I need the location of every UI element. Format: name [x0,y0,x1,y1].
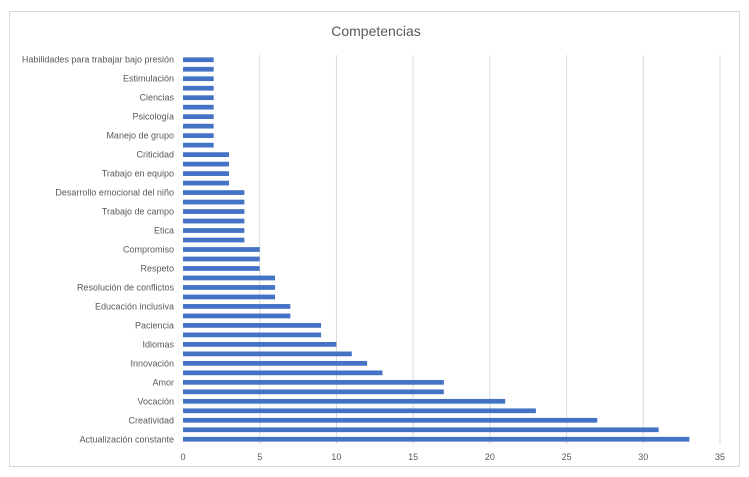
category-label: Compromiso [123,245,174,255]
bar [183,104,214,110]
bar [183,285,276,290]
bar [183,161,230,167]
category-labels: Actualización constante Creatividad Vocaci… [22,55,175,445]
competencias-bar-chart: Competencias Actualización constante Crea… [22,23,725,462]
x-tick-label: 10 [331,452,341,462]
category-label: Psicología [132,112,174,122]
bar [183,275,276,281]
category-label: Habilidades para trabajar bajo presión [22,55,174,65]
bar [183,408,536,414]
bar [183,398,506,404]
bar [183,351,352,357]
category-label: Criticidad [136,150,174,160]
bar [183,417,598,423]
category-label: Educación inclusiva [95,301,174,311]
bar [183,190,245,195]
bar [183,171,230,176]
x-tick-label: 25 [562,452,572,462]
bar [183,66,214,72]
x-tick-label: 0 [180,452,185,462]
gridlines [259,55,721,444]
bar [183,85,214,91]
bar [183,95,214,101]
chart-title: Competencias [331,23,421,39]
bar [183,370,383,376]
bar [183,304,291,309]
bar [183,332,322,338]
category-label: Creatividad [128,415,174,425]
bar [183,57,214,63]
bar [183,237,245,243]
category-label: Trabajo en equipo [102,169,174,179]
category-label: Innovación [130,358,174,368]
category-label: Vocación [137,396,174,406]
x-tick-label: 5 [257,452,262,462]
category-label: Ciencias [139,93,174,103]
category-label: Paciencia [135,320,174,330]
bar [183,313,291,319]
category-label: Manejo de grupo [106,131,174,141]
category-label: Trabajo de campo [102,207,174,217]
bar [183,360,368,366]
x-tick-labels: 0 5 10 15 20 25 30 35 [180,452,725,462]
category-label: Respeto [140,263,174,273]
bar [183,427,659,433]
x-tick-label: 35 [715,452,725,462]
category-label: Desarrollo emocional del niño [55,188,174,198]
bar [183,436,690,442]
category-label: Actualización constante [79,434,174,444]
bars [183,57,690,442]
bar [183,142,214,148]
bar [183,247,260,252]
bar [183,199,245,205]
bar [183,379,444,385]
chart-frame: Competencias Actualización constante Crea… [9,11,740,467]
bar [183,218,245,224]
bar [183,76,214,82]
x-tick-label: 20 [485,452,495,462]
bar [183,389,444,395]
x-tick-label: 15 [408,452,418,462]
bar [183,152,230,157]
bar [183,256,260,262]
category-label: Estimulación [123,74,174,84]
x-tick-label: 30 [638,452,648,462]
bar [183,323,322,328]
bar [183,294,276,300]
category-label: Idiomas [142,339,174,349]
bar [183,342,337,347]
bar [183,266,260,271]
category-label: Resolución de conflictos [77,282,175,292]
bar [183,123,214,129]
category-label: Etica [154,226,174,236]
bar [183,114,214,120]
bar [183,209,245,214]
bar [183,133,214,139]
category-label: Amor [152,377,174,387]
bar [183,180,230,186]
bar [183,228,245,233]
